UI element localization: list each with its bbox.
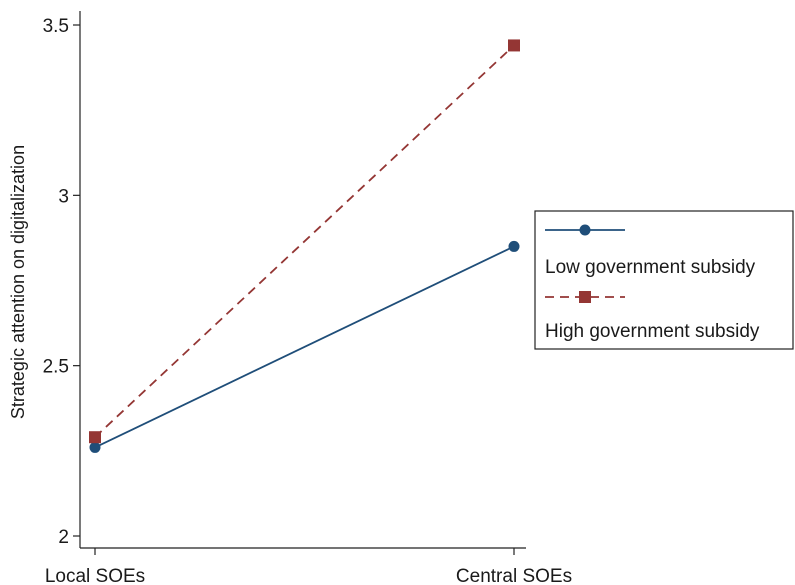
legend-label: High government subsidy — [545, 321, 760, 342]
y-tick-label: 3 — [58, 186, 69, 207]
legend-entry: Low government subsidy — [545, 224, 756, 278]
series-low-subsidy — [89, 240, 520, 453]
legend-marker — [579, 291, 591, 303]
series-line — [94, 44, 515, 438]
y-axis: 2 2.5 3 3.5 — [43, 11, 81, 548]
legend-entry: High government subsidy — [545, 291, 760, 342]
data-point — [89, 441, 101, 453]
legend: Low government subsidy High government su… — [534, 210, 794, 350]
legend-marker — [579, 224, 591, 236]
series-line — [94, 245, 515, 449]
y-tick-label: 2 — [58, 527, 69, 548]
series-high-subsidy — [89, 39, 520, 444]
data-point — [89, 431, 101, 444]
x-tick-label: Central SOEs — [456, 566, 572, 585]
y-axis-title: Strategic attention on digitalization — [8, 145, 28, 419]
data-point — [508, 39, 520, 52]
y-tick-label: 3.5 — [43, 16, 69, 37]
legend-label: Low government subsidy — [545, 257, 756, 278]
y-tick-label: 2.5 — [43, 357, 69, 378]
x-axis: Local SOEs Central SOEs — [45, 547, 572, 585]
legend-box — [534, 210, 794, 350]
series-layer — [89, 39, 520, 453]
data-point — [508, 240, 520, 252]
x-tick-label: Local SOEs — [45, 566, 145, 585]
